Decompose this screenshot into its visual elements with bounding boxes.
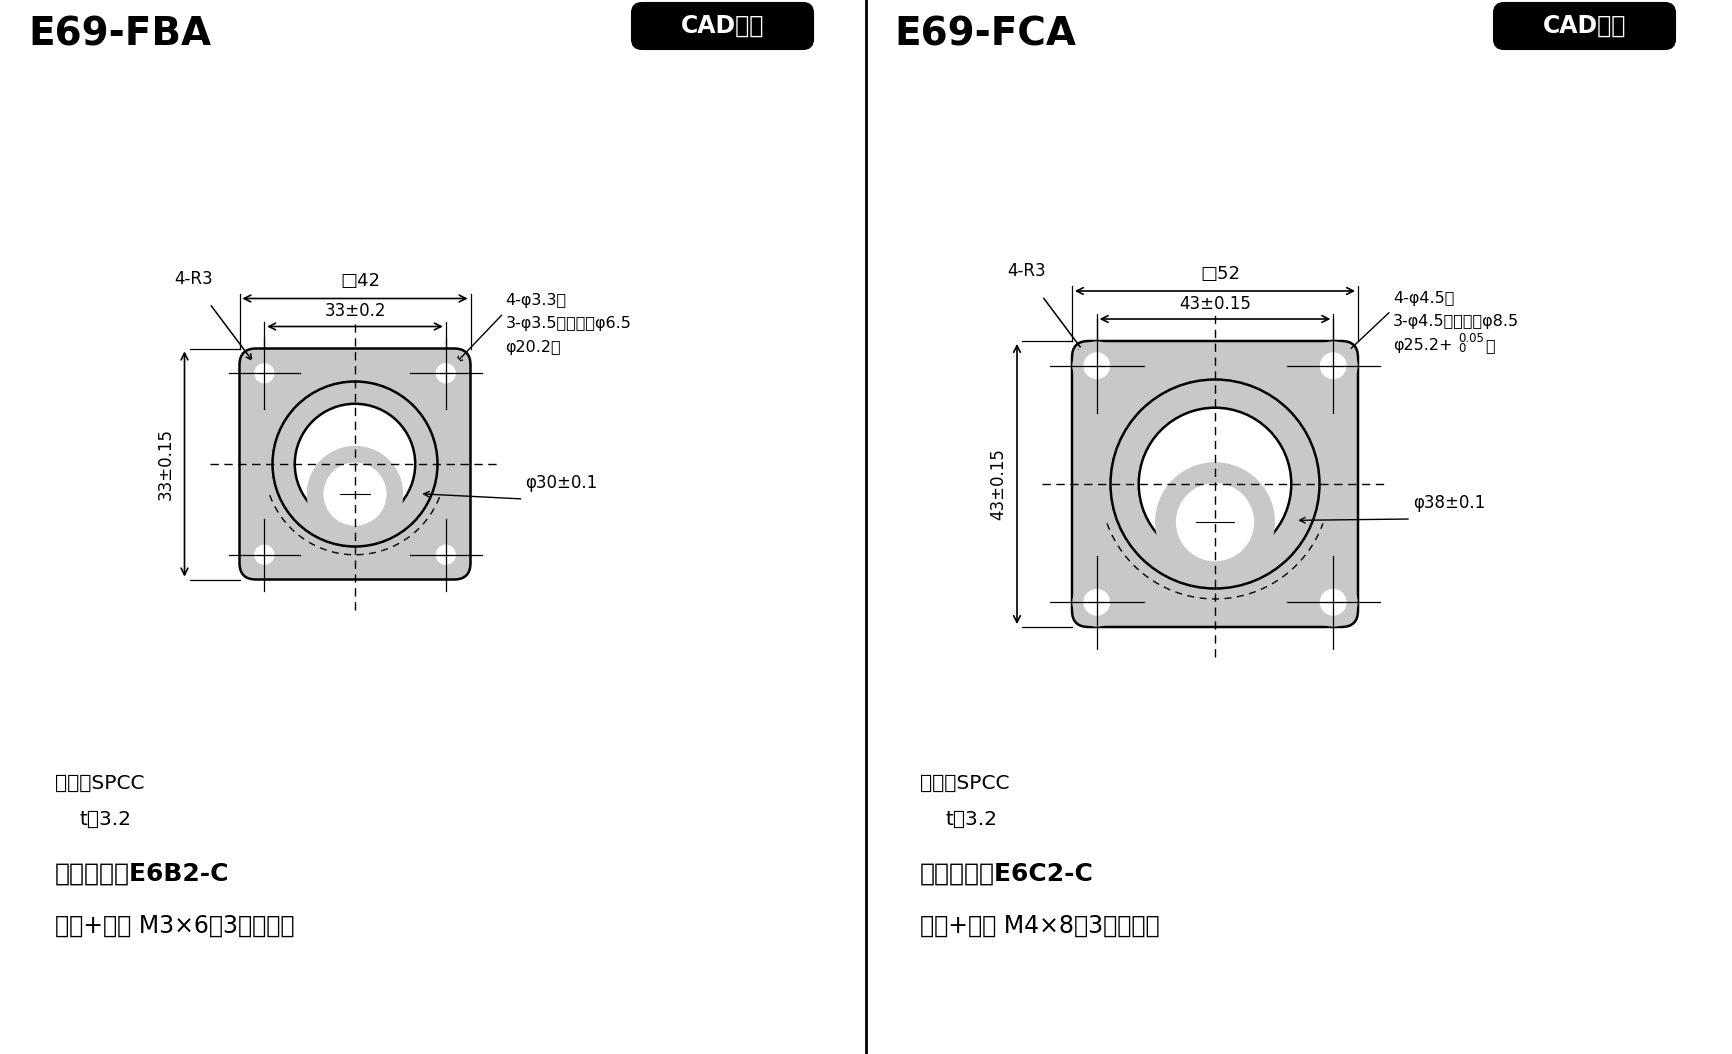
Circle shape <box>1138 408 1292 561</box>
Text: 材质：SPCC: 材质：SPCC <box>55 774 144 793</box>
Text: 适用型号：E6B2-C: 适用型号：E6B2-C <box>55 862 230 886</box>
Text: 材质：SPCC: 材质：SPCC <box>920 774 1010 793</box>
FancyBboxPatch shape <box>1495 3 1675 48</box>
Circle shape <box>1074 579 1121 626</box>
Circle shape <box>1155 464 1275 581</box>
Text: 4-φ3.3孔: 4-φ3.3孔 <box>506 293 566 308</box>
Circle shape <box>428 355 464 391</box>
Circle shape <box>246 536 282 572</box>
Text: CAD数据: CAD数据 <box>1543 14 1626 38</box>
Text: 0: 0 <box>1458 341 1465 355</box>
Circle shape <box>324 464 386 525</box>
Circle shape <box>1322 353 1346 378</box>
Text: 注：+螺钉 M4×8（3个）附带: 注：+螺钉 M4×8（3个）附带 <box>920 914 1160 938</box>
Text: 33±0.15: 33±0.15 <box>156 428 175 500</box>
Circle shape <box>1084 353 1108 378</box>
Text: t：3.2: t：3.2 <box>946 811 998 829</box>
Text: □42: □42 <box>339 273 379 291</box>
Circle shape <box>1309 579 1356 626</box>
Text: 4-φ4.5孔: 4-φ4.5孔 <box>1393 291 1455 306</box>
Circle shape <box>1084 590 1108 614</box>
Text: 适用型号：E6C2-C: 适用型号：E6C2-C <box>920 862 1095 886</box>
Text: 33±0.2: 33±0.2 <box>324 302 386 320</box>
Text: φ20.2孔: φ20.2孔 <box>506 340 561 355</box>
Text: t：3.2: t：3.2 <box>80 811 132 829</box>
Text: φ30±0.1: φ30±0.1 <box>525 474 598 492</box>
Text: 3-φ4.5盘头锇孔φ8.5: 3-φ4.5盘头锇孔φ8.5 <box>1393 314 1519 329</box>
Text: 43±0.15: 43±0.15 <box>989 448 1006 520</box>
Circle shape <box>246 355 282 391</box>
Circle shape <box>308 447 402 542</box>
Text: 3-φ3.5盘头锇孔φ6.5: 3-φ3.5盘头锇孔φ6.5 <box>506 316 632 331</box>
Text: 4-R3: 4-R3 <box>175 270 213 288</box>
Text: □52: □52 <box>1200 265 1240 284</box>
Circle shape <box>436 546 456 564</box>
Text: 孔: 孔 <box>1484 337 1495 353</box>
FancyBboxPatch shape <box>632 3 812 48</box>
Circle shape <box>255 546 274 564</box>
Text: φ25.2+: φ25.2+ <box>1393 337 1453 353</box>
Text: E69-FBA: E69-FBA <box>28 16 211 54</box>
Text: 注：+螺钉 M3×6（3个）附带: 注：+螺钉 M3×6（3个）附带 <box>55 914 294 938</box>
Circle shape <box>436 365 456 383</box>
FancyBboxPatch shape <box>239 349 471 580</box>
FancyBboxPatch shape <box>1072 341 1358 627</box>
Circle shape <box>1074 343 1121 389</box>
Text: 4-R3: 4-R3 <box>1006 262 1046 280</box>
Circle shape <box>1309 343 1356 389</box>
Text: 0.05: 0.05 <box>1458 332 1484 345</box>
Circle shape <box>1322 590 1346 614</box>
Text: CAD数据: CAD数据 <box>681 14 764 38</box>
Text: 43±0.15: 43±0.15 <box>1179 295 1251 313</box>
Circle shape <box>1176 484 1254 561</box>
Circle shape <box>294 404 416 524</box>
Circle shape <box>255 365 274 383</box>
Text: E69-FCA: E69-FCA <box>894 16 1076 54</box>
Circle shape <box>428 536 464 572</box>
Text: φ38±0.1: φ38±0.1 <box>1413 494 1486 512</box>
